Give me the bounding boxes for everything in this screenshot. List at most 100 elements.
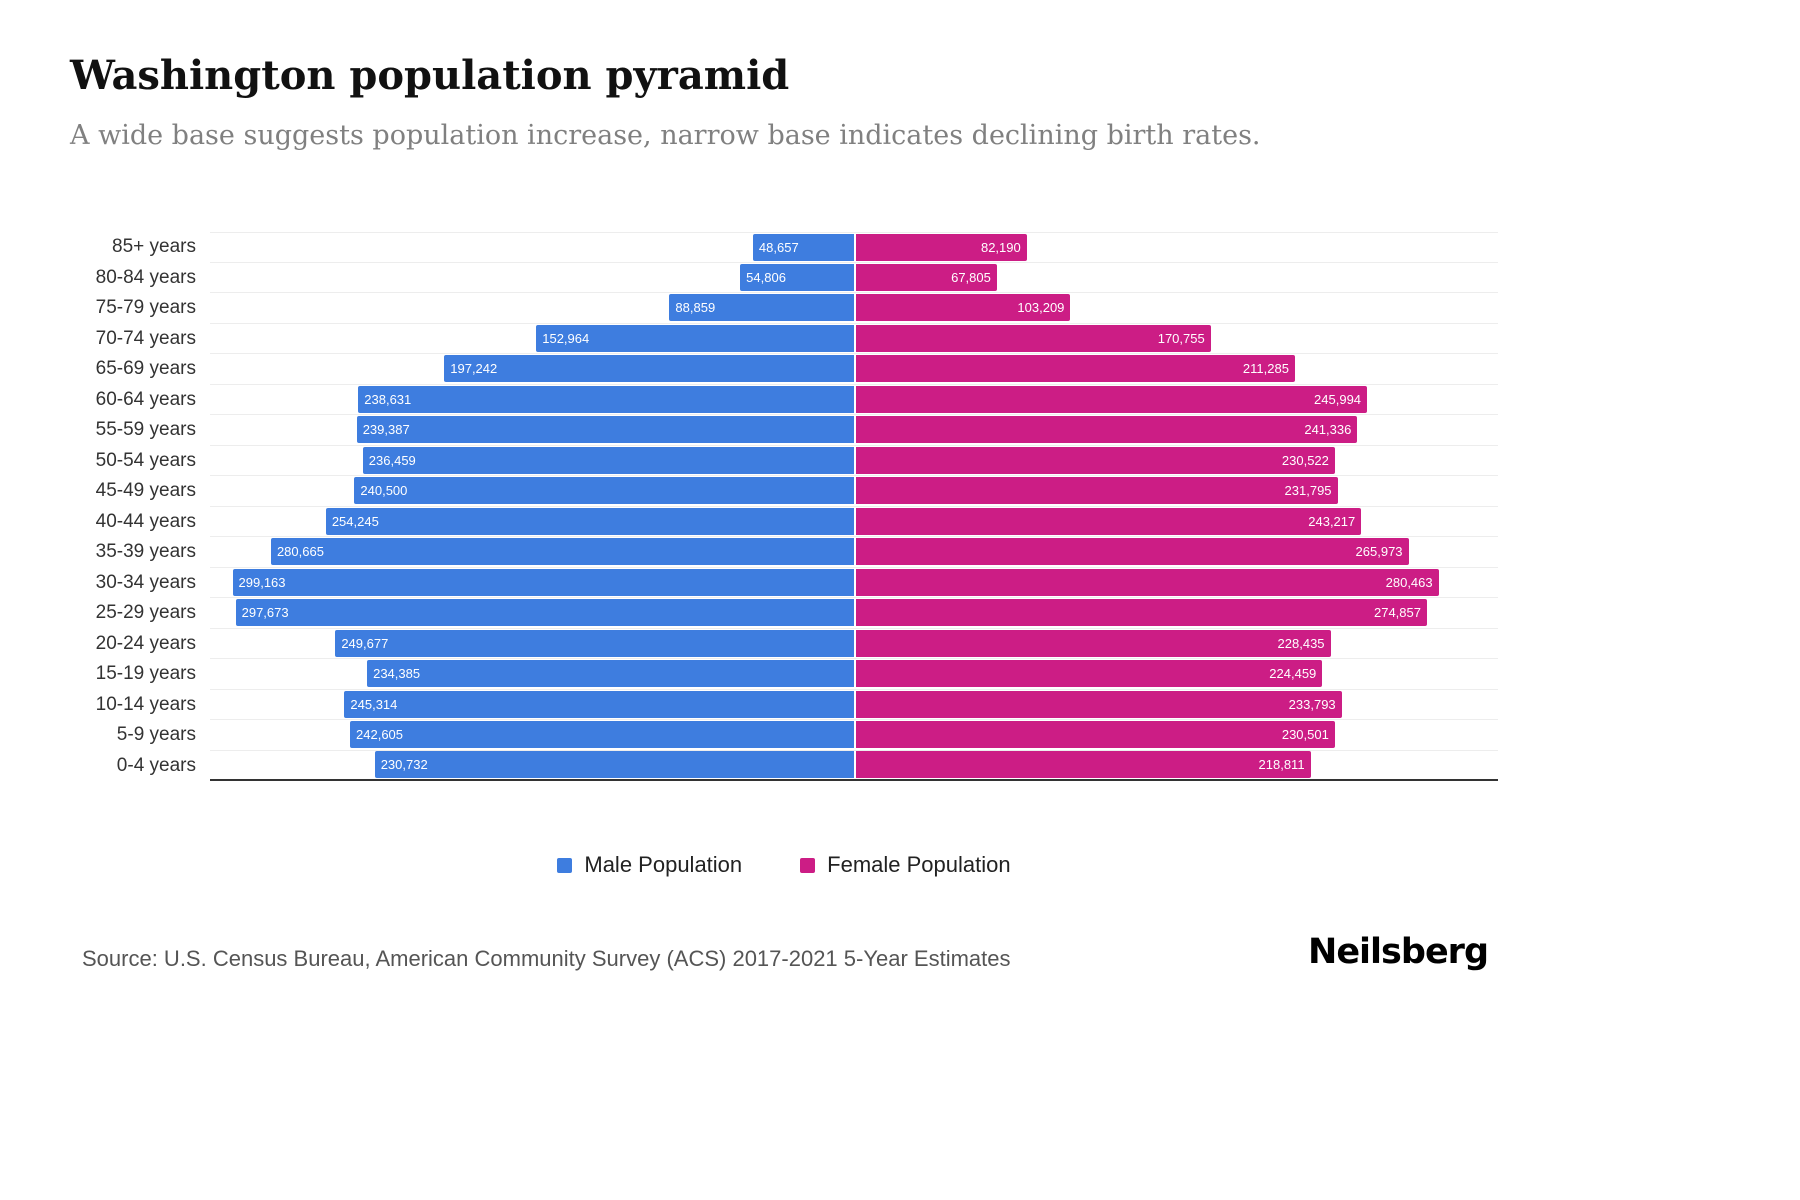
- pyramid-row: 75-79 years 88,859 103,209: [70, 293, 1498, 324]
- male-bar-value: 230,732: [380, 757, 428, 773]
- male-bar-value: 54,806: [746, 269, 786, 285]
- male-bar: 152,964: [536, 324, 854, 352]
- female-half: 243,217: [854, 507, 1498, 535]
- male-bar-value: 240,500: [360, 483, 408, 499]
- male-bar: 245,314: [344, 690, 854, 718]
- female-bar: 228,435: [856, 629, 1331, 657]
- plot-row: 239,387 241,336: [210, 415, 1498, 446]
- male-bar: 240,500: [354, 477, 854, 505]
- plot-row: 280,665 265,973: [210, 537, 1498, 568]
- male-half: 242,605: [210, 721, 854, 749]
- female-half: 82,190: [854, 233, 1498, 261]
- male-bar: 299,163: [232, 568, 854, 596]
- female-bar-value: 245,994: [1314, 391, 1362, 407]
- pyramid-row: 70-74 years 152,964 170,755: [70, 324, 1498, 354]
- male-bar: 197,242: [444, 355, 854, 383]
- male-bar-value: 152,964: [542, 330, 590, 346]
- female-half: 103,209: [854, 294, 1498, 322]
- plot-row: 249,677 228,435: [210, 629, 1498, 659]
- plot-row: 230,732 218,811: [210, 751, 1498, 781]
- female-half: 170,755: [854, 324, 1498, 352]
- plot-row: 54,806 67,805: [210, 263, 1498, 293]
- female-bar-value: 82,190: [980, 239, 1021, 255]
- age-axis-label: 25-29 years: [95, 602, 196, 624]
- male-bar-value: 242,605: [356, 727, 404, 743]
- male-bar-value: 299,163: [238, 574, 286, 590]
- female-bar-value: 228,435: [1277, 635, 1325, 651]
- female-half: 67,805: [854, 263, 1498, 291]
- male-bar-value: 88,859: [675, 300, 716, 316]
- plot-row: 152,964 170,755: [210, 324, 1498, 354]
- female-bar-value: 170,755: [1157, 330, 1205, 346]
- male-legend-swatch-icon: [557, 857, 573, 873]
- male-legend-label: Male Population: [584, 852, 743, 877]
- female-bar: 241,336: [856, 416, 1358, 444]
- male-bar-value: 239,387: [362, 422, 410, 438]
- age-axis-label: 15-19 years: [95, 663, 196, 685]
- female-bar-value: 230,522: [1281, 452, 1329, 468]
- female-bar: 82,190: [856, 233, 1027, 261]
- female-bar: 224,459: [856, 660, 1323, 688]
- male-bar: 236,459: [362, 446, 854, 474]
- male-half: 240,500: [210, 477, 854, 505]
- population-pyramid-chart: 85+ years 48,657 82,190 80-84 years 54,806 67…: [70, 232, 1498, 781]
- female-bar-value: 67,805: [951, 269, 991, 285]
- female-half: 224,459: [854, 660, 1498, 688]
- male-bar-value: 238,631: [364, 391, 412, 407]
- female-bar: 230,522: [856, 446, 1335, 474]
- male-bar: 48,657: [752, 233, 854, 261]
- female-bar-value: 274,857: [1373, 605, 1421, 621]
- pyramid-row: 30-34 years 299,163 280,463: [70, 568, 1498, 598]
- plot-row: 48,657 82,190: [210, 232, 1498, 263]
- female-half: 228,435: [854, 629, 1498, 657]
- male-half: 254,245: [210, 507, 854, 535]
- chart-subtitle: A wide base suggests population increase…: [70, 120, 1261, 151]
- male-half: 152,964: [210, 324, 854, 352]
- female-bar: 231,795: [856, 477, 1338, 505]
- pyramid-row: 10-14 years 245,314 233,793: [70, 690, 1498, 720]
- female-half: 274,857: [854, 599, 1498, 627]
- female-bar-value: 218,811: [1258, 757, 1305, 773]
- male-half: 88,859: [210, 294, 854, 322]
- female-legend-swatch-icon: [800, 857, 816, 873]
- female-half: 245,994: [854, 385, 1498, 413]
- age-axis-label: 85+ years: [112, 236, 196, 258]
- female-half: 230,501: [854, 721, 1498, 749]
- female-bar-value: 243,217: [1308, 513, 1356, 529]
- female-bar: 265,973: [856, 538, 1409, 566]
- plot-row: 238,631 245,994: [210, 385, 1498, 415]
- plot-row: 297,673 274,857: [210, 598, 1498, 629]
- male-bar: 280,665: [270, 538, 854, 566]
- female-half: 233,793: [854, 690, 1498, 718]
- neilsberg-logo: Neilsberg: [1308, 932, 1489, 972]
- age-axis-label: 50-54 years: [95, 449, 196, 471]
- legend-item-male: Male Population: [557, 852, 742, 878]
- female-bar-value: 241,336: [1304, 422, 1352, 438]
- pyramid-row: 80-84 years 54,806 67,805: [70, 263, 1498, 293]
- female-half: 265,973: [854, 538, 1498, 566]
- male-half: 48,657: [210, 233, 854, 261]
- male-half: 239,387: [210, 416, 854, 444]
- source-text: Source: U.S. Census Bureau, American Com…: [82, 946, 1011, 971]
- male-half: 280,665: [210, 538, 854, 566]
- age-axis-label: 55-59 years: [95, 419, 196, 441]
- pyramid-row: 40-44 years 254,245 243,217: [70, 507, 1498, 537]
- male-half: 299,163: [210, 568, 854, 596]
- male-half: 197,242: [210, 355, 854, 383]
- pyramid-row: 45-49 years 240,500 231,795: [70, 476, 1498, 507]
- male-half: 238,631: [210, 385, 854, 413]
- plot-row: 242,605 230,501: [210, 720, 1498, 751]
- female-bar: 243,217: [856, 507, 1362, 535]
- female-half: 231,795: [854, 477, 1498, 505]
- male-bar-value: 280,665: [276, 544, 324, 560]
- female-bar: 245,994: [856, 385, 1368, 413]
- female-bar: 218,811: [856, 751, 1311, 779]
- male-bar-value: 254,245: [331, 513, 379, 529]
- pyramid-row: 35-39 years 280,665 265,973: [70, 537, 1498, 568]
- female-bar: 103,209: [856, 294, 1071, 322]
- male-bar: 230,732: [374, 751, 854, 779]
- male-bar: 88,859: [669, 294, 854, 322]
- male-half: 297,673: [210, 599, 854, 627]
- female-bar-value: 230,501: [1281, 727, 1329, 743]
